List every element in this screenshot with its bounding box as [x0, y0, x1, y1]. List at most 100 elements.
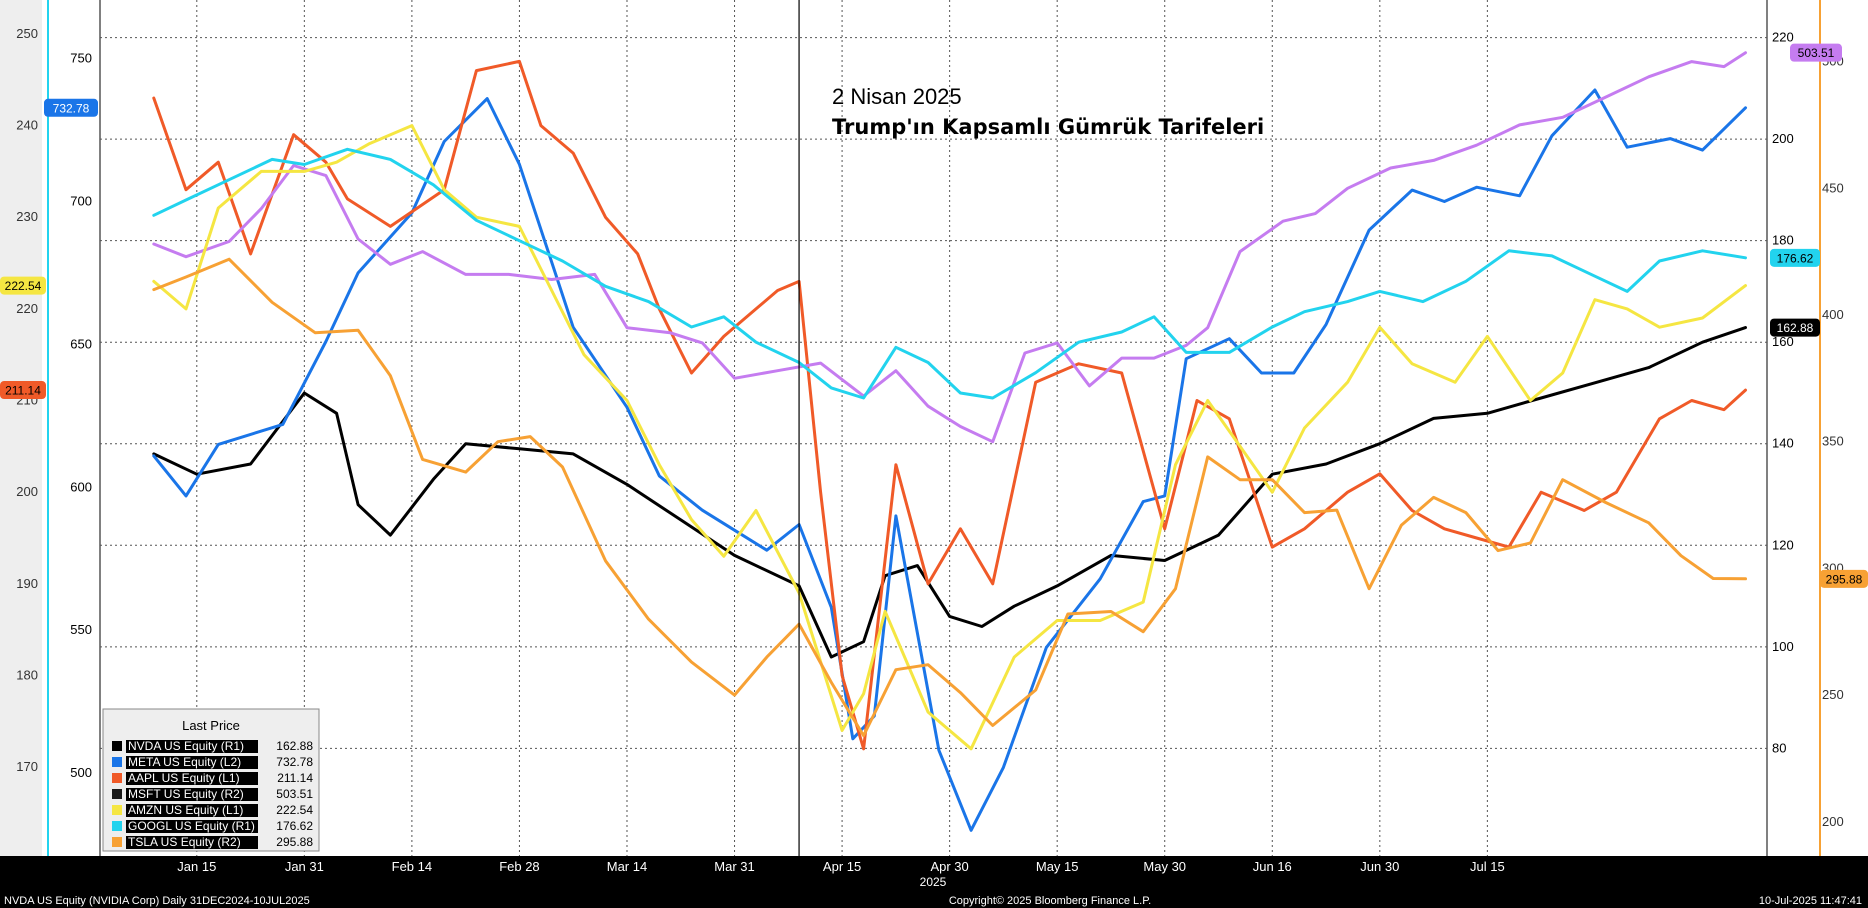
y-tick-label-l2: 500 [70, 765, 92, 780]
axis-ticks: 1701801902002102202302402505005506006507… [16, 26, 1843, 829]
legend-item: AAPL US Equity (L1) 211.14 [112, 771, 313, 785]
x-tick-label: May 15 [1036, 859, 1079, 874]
footer-left: NVDA US Equity (NVIDIA Corp) Daily 31DEC… [4, 895, 310, 907]
legend-item: NVDA US Equity (R1) 162.88 [112, 739, 313, 753]
legend-swatch [112, 789, 122, 799]
x-tick-label: Jan 15 [177, 859, 216, 874]
series-line-amzn [152, 124, 1747, 751]
left-axis-panel-l1 [0, 0, 42, 856]
y-tick-label-l2: 700 [70, 193, 92, 208]
legend-title: Last Price [182, 718, 240, 733]
last-value-badge [0, 381, 46, 400]
series-line-googl [152, 147, 1747, 400]
last-value-label-msft: 503.51 [1790, 43, 1842, 62]
legend-label-bg [126, 820, 258, 833]
series-line-msft [152, 51, 1747, 444]
legend-label-bg [126, 756, 258, 769]
y-tick-label-l2: 750 [70, 51, 92, 66]
y-tick-label-l2: 550 [70, 622, 92, 637]
last-value-text: 503.51 [1798, 46, 1835, 60]
y-tick-label-r1: 100 [1772, 639, 1794, 654]
legend-label: MSFT US Equity (R2) [128, 787, 244, 801]
legend: Last Price NVDA US Equity (R1) 162.88 META… [102, 708, 320, 852]
y-tick-label-r2: 350 [1822, 434, 1844, 449]
last-value-badge [1770, 248, 1820, 267]
y-tick-label-r2: 200 [1822, 814, 1844, 829]
legend-label-bg [126, 804, 258, 817]
series-line-tsla [152, 257, 1747, 738]
y-tick-label-r1: 200 [1772, 131, 1794, 146]
last-value-label-googl: 176.62 [1770, 248, 1820, 267]
legend-value: 211.14 [277, 771, 313, 785]
last-value-badge [1790, 43, 1842, 62]
legend-label: NVDA US Equity (R1) [128, 739, 244, 753]
last-value-text: 176.62 [1777, 251, 1814, 265]
legend-swatch [112, 741, 122, 751]
x-tick-label: Apr 15 [823, 859, 861, 874]
y-tick-label-l1: 240 [16, 118, 38, 133]
series-lines [152, 51, 1747, 832]
annotation-title: Trump'ın Kapsamlı Gümrük Tarifeleri [832, 115, 1264, 139]
y-tick-label-r2: 450 [1822, 180, 1844, 195]
footer-bar [0, 856, 1868, 908]
y-tick-label-l1: 230 [16, 209, 38, 224]
legend-swatch [112, 757, 122, 767]
series-line-meta [152, 88, 1747, 832]
right-axis-panel [1767, 0, 1868, 856]
last-value-label-meta: 732.78 [44, 98, 98, 117]
x-tick-label: Mar 14 [607, 859, 647, 874]
footer-right: 10-Jul-2025 11:47:41 [1759, 895, 1862, 907]
x-tick-label: May 30 [1143, 859, 1186, 874]
y-tick-label-l1: 170 [16, 759, 38, 774]
last-value-badge [1820, 569, 1868, 588]
last-value-badge [44, 98, 98, 117]
legend-value: 503.51 [276, 787, 313, 801]
y-tick-label-r1: 160 [1772, 334, 1794, 349]
y-tick-label-l1: 190 [16, 576, 38, 591]
y-tick-label-r2: 250 [1822, 687, 1844, 702]
x-tick-label: Jun 30 [1360, 859, 1399, 874]
legend-label: AAPL US Equity (L1) [128, 771, 240, 785]
legend-label-bg [126, 772, 258, 785]
y-tick-label-r1: 180 [1772, 233, 1794, 248]
y-tick-label-l2: 600 [70, 479, 92, 494]
left-axis-panel-l2 [42, 0, 100, 856]
x-tick-label: Jan 31 [285, 859, 324, 874]
y-tick-label-r1: 80 [1772, 740, 1786, 755]
last-value-text: 732.78 [53, 101, 90, 115]
y-tick-label-l1: 220 [16, 301, 38, 316]
y-tick-label-l2: 650 [70, 336, 92, 351]
legend-value: 732.78 [276, 755, 313, 769]
legend-swatch [112, 805, 122, 815]
legend-label: AMZN US Equity (L1) [128, 803, 243, 817]
x-tick-label: Feb 28 [499, 859, 539, 874]
y-tick-label-r1: 120 [1772, 537, 1794, 552]
series-line-nvda [152, 326, 1747, 659]
legend-item: MSFT US Equity (R2) 503.51 [112, 787, 313, 801]
legend-item: AMZN US Equity (L1) 222.54 [112, 803, 313, 817]
legend-item: TSLA US Equity (R2) 295.88 [112, 835, 313, 849]
legend-value: 162.88 [276, 739, 313, 753]
x-tick-label: Jun 16 [1253, 859, 1292, 874]
y-tick-label-r1: 140 [1772, 436, 1794, 451]
x-tick-label: Feb 14 [392, 859, 432, 874]
legend-label: META US Equity (L2) [128, 755, 241, 769]
last-value-text: 222.54 [5, 279, 42, 293]
y-tick-label-r2: 400 [1822, 307, 1844, 322]
last-value-label-aapl: 211.14 [0, 381, 46, 400]
y-tick-label-l1: 180 [16, 667, 38, 682]
x-axis-labels: Jan 15 Jan 31 Feb 14 Feb 28 Mar 14 Mar 31 Apr … [177, 859, 1504, 874]
legend-label-bg [126, 836, 258, 849]
last-value-text: 211.14 [5, 384, 41, 398]
legend-label: TSLA US Equity (R2) [128, 835, 241, 849]
last-value-badge [1770, 318, 1820, 337]
legend-value: 295.88 [276, 835, 313, 849]
legend-item: GOOGL US Equity (R1) 176.62 [112, 819, 313, 833]
annotation-date: 2 Nisan 2025 [832, 84, 962, 109]
last-value-text: 295.88 [1826, 572, 1863, 586]
footer-center: Copyright© 2025 Bloomberg Finance L.P. [949, 895, 1151, 907]
x-axis-year: 2025 [920, 875, 947, 889]
x-tick-label: Mar 31 [714, 859, 754, 874]
last-value-labels: 162.88 732.78 211.14 503.51 222.54 176.62 295.… [0, 43, 1868, 588]
